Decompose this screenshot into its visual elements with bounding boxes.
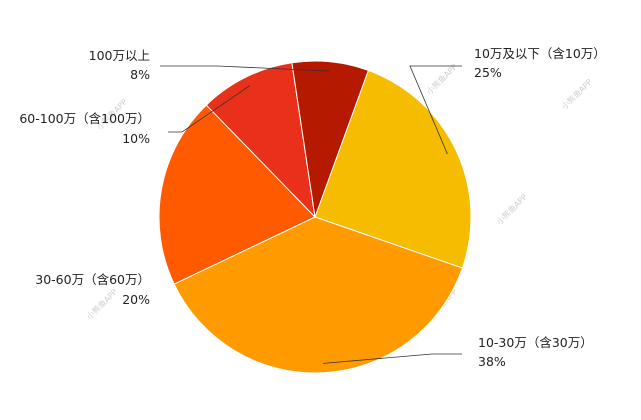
slice-percent-4: 10%	[122, 131, 150, 146]
watermark-text: 小熊鱼APP	[559, 77, 594, 112]
leader-line-1	[409, 65, 462, 155]
slice-percent-2: 38%	[478, 354, 506, 369]
slice-percent-1: 25%	[474, 65, 502, 80]
slice-label-2: 10-30万（含30万）	[478, 335, 593, 350]
watermark-text: 小熊鱼APP	[424, 62, 459, 97]
leader-line-5	[160, 65, 330, 72]
slice-label-5: 100万以上	[89, 48, 150, 63]
pie-slice-1	[314, 69, 472, 269]
leader-line-4	[168, 85, 251, 133]
pie-slice-5	[291, 60, 370, 218]
watermark-text: 小熊鱼APP	[494, 192, 529, 227]
pie-slice-3	[158, 104, 316, 285]
slice-labels: 10万及以下（含10万） 25% 10-30万（含30万） 38% 30-60万（含60…	[19, 46, 605, 369]
leader-line-2	[323, 353, 462, 364]
slice-percent-3: 20%	[122, 292, 150, 307]
slice-label-1: 10万及以下（含10万）	[474, 46, 606, 61]
watermark-text: 小熊鱼APP	[84, 287, 119, 322]
pie-slice-2	[173, 216, 464, 374]
pie-slice-4	[205, 62, 316, 219]
slice-label-4: 60-100万（含100万）	[19, 111, 150, 126]
slice-percent-5: 8%	[130, 67, 150, 82]
slice-label-3: 30-60万（含60万）	[35, 272, 150, 287]
pie-slices	[158, 60, 472, 374]
